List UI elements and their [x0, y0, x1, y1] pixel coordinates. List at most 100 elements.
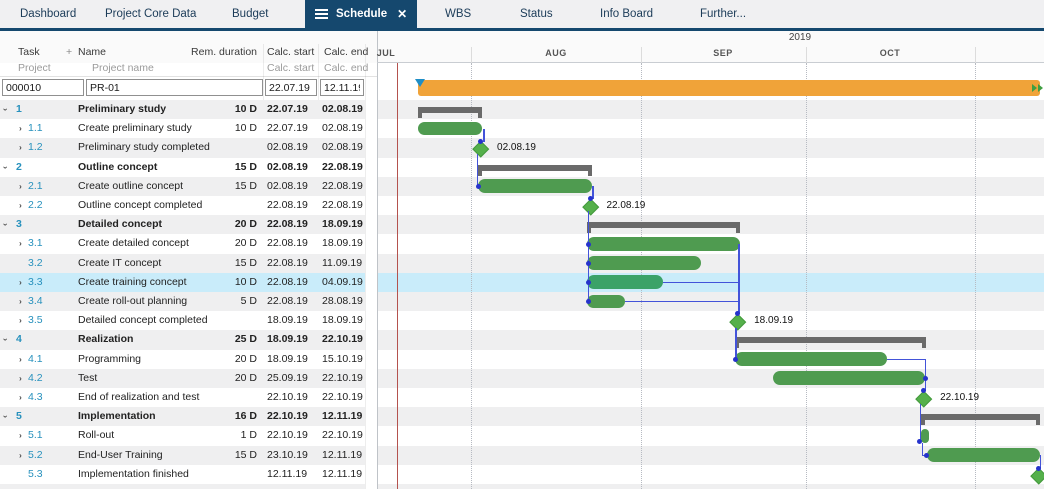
expand-collapse-chevron[interactable]: › [19, 238, 22, 249]
gantt-summary-bar[interactable] [417, 107, 483, 118]
table-row[interactable]: › 4.1 Programming 20 D 18.09.19 15.10.19 [0, 350, 377, 369]
menu-icon[interactable] [315, 7, 328, 21]
task-duration: 15 D [234, 179, 257, 192]
table-row[interactable]: › 2 Outline concept 15 D 02.08.19 22.08.19 [0, 158, 377, 177]
gantt-bar-task[interactable] [735, 352, 888, 366]
dependency-connector [919, 404, 922, 442]
table-row[interactable]: › 3.5 Detailed concept completed 18.09.19 18… [0, 311, 377, 330]
tab-dashboard[interactable]: Dashboard [20, 0, 76, 28]
tab-bar: Dashboard Project Core Data Budget Schedule… [0, 0, 1044, 28]
gantt-row-stripe [378, 330, 1044, 350]
month-gridline [806, 63, 808, 489]
tab-info-board[interactable]: Info Board [600, 0, 653, 28]
tab-wbs[interactable]: WBS [445, 0, 471, 28]
task-calc-start: 22.08.19 [267, 237, 308, 250]
table-row[interactable]: › 3.4 Create roll-out planning 5 D 22.08.19 2… [0, 292, 377, 311]
task-number: 5 [16, 410, 22, 423]
table-row[interactable]: › 3 Detailed concept 20 D 22.08.19 18.09.19 [0, 215, 377, 234]
expand-collapse-chevron[interactable]: › [19, 200, 22, 210]
gantt-bar-task[interactable] [921, 429, 930, 443]
expand-collapse-chevron[interactable]: › [19, 392, 22, 402]
gantt-bar-task[interactable] [417, 121, 483, 136]
table-row-stripe [0, 100, 365, 120]
task-number: 4.3 [28, 391, 43, 403]
expand-collapse-chevron[interactable]: › [19, 449, 22, 460]
gantt-summary-bar[interactable] [735, 337, 926, 349]
gantt-bar-task[interactable] [478, 179, 592, 193]
gantt-bar-task[interactable] [587, 237, 740, 251]
expand-collapse-chevron[interactable]: › [19, 430, 22, 441]
table-row[interactable]: › 4 Realization 25 D 18.09.19 22.10.19 [0, 330, 377, 349]
gantt-bar-task[interactable] [587, 275, 663, 289]
gantt-summary-bar[interactable] [478, 164, 592, 176]
expand-collapse-chevron[interactable]: › [1, 415, 12, 419]
gantt-row-stripe [378, 157, 1044, 177]
today-marker-line [396, 63, 398, 489]
expand-collapse-chevron[interactable]: › [19, 353, 22, 364]
project-start-input[interactable] [265, 79, 317, 96]
table-row[interactable]: › 1.2 Preliminary study completed 02.08.19 0… [0, 138, 377, 157]
expand-collapse-chevron[interactable]: › [19, 372, 22, 383]
task-name: End-User Training [78, 448, 163, 461]
panel-divider [377, 31, 378, 489]
dependency-connector [476, 153, 479, 187]
tab-budget[interactable]: Budget [232, 0, 268, 28]
tab-label: Schedule [336, 8, 388, 20]
tab-further[interactable]: Further... [700, 0, 746, 28]
table-row[interactable]: › 3.3 Create training concept 10 D 22.08.19 0… [0, 273, 377, 292]
table-row[interactable]: › 4.2 Test 20 D 25.09.19 22.10.19 [0, 369, 377, 388]
table-row[interactable]: › 4.3 End of realization and test 22.10.19 2… [0, 388, 377, 407]
add-column-icon[interactable]: + [66, 46, 73, 58]
expand-collapse-chevron[interactable]: › [1, 223, 12, 227]
expand-collapse-chevron[interactable]: › [19, 315, 22, 326]
tab-schedule[interactable]: Schedule ✕ [305, 0, 418, 28]
task-number: 5.2 [28, 448, 43, 461]
expand-collapse-chevron[interactable]: › [19, 180, 22, 191]
tab-project-core-data[interactable]: Project Core Data [105, 0, 196, 28]
task-number: 2.2 [28, 199, 43, 211]
table-row[interactable]: 3.2 Create IT concept 15 D 22.08.19 11.09.19 [0, 254, 377, 273]
expand-collapse-chevron[interactable]: › [1, 165, 12, 169]
gantt-bar-task[interactable] [926, 448, 1041, 462]
project-name-input[interactable] [86, 79, 263, 96]
table-row[interactable]: › 2.1 Create outline concept 15 D 02.08.19 22… [0, 177, 377, 196]
expand-collapse-chevron[interactable]: › [19, 142, 22, 153]
task-duration: 10 D [234, 275, 257, 288]
gantt-bar-task[interactable] [587, 294, 625, 309]
table-row[interactable]: › 3.1 Create detailed concept 20 D 22.08.19 1… [0, 234, 377, 253]
table-row[interactable]: › 1.1 Create preliminary study 10 D 22.07.19… [0, 119, 377, 138]
tab-status[interactable]: Status [520, 0, 553, 28]
task-calc-start: 22.08.19 [267, 295, 308, 307]
table-row[interactable]: › 2.2 Outline concept completed 22.08.19 22.… [0, 196, 377, 215]
table-row[interactable]: › 5 Implementation 16 D 22.10.19 12.11.19 [0, 407, 377, 426]
project-id-input[interactable] [2, 79, 84, 96]
project-end-input[interactable] [320, 79, 364, 96]
expand-collapse-chevron[interactable]: › [19, 123, 22, 134]
gantt-row-stripe [378, 445, 1044, 465]
gantt-row-stripe [378, 388, 1044, 408]
gantt-bar-task[interactable] [587, 256, 702, 270]
gantt-summary-bar[interactable] [921, 414, 1041, 426]
table-row[interactable]: › 1 Preliminary study 10 D 22.07.19 02.08.19 [0, 100, 377, 119]
tab-label: Further... [700, 8, 747, 20]
gantt-bar-task[interactable] [773, 371, 926, 385]
task-number: 3.2 [28, 256, 43, 269]
close-icon[interactable]: ✕ [397, 7, 408, 21]
month-gridline [471, 63, 473, 489]
table-row[interactable]: 5.3 Implementation finished 12.11.19 12.11.… [0, 465, 377, 484]
table-row[interactable]: › 5.2 End-User Training 15 D 23.10.19 12.11.1… [0, 446, 377, 465]
expand-collapse-chevron[interactable]: › [1, 338, 12, 342]
task-calc-end: 22.10.19 [322, 391, 363, 403]
expand-collapse-chevron[interactable]: › [19, 276, 22, 287]
table-row[interactable]: › 5.1 Roll-out 1 D 22.10.19 22.10.19 [0, 426, 377, 445]
column-header-calc-end: Calc. end [324, 46, 369, 58]
task-name: Preliminary study completed [78, 141, 210, 154]
project-gantt-bar[interactable] [417, 80, 1041, 96]
expand-collapse-chevron[interactable]: › [19, 296, 22, 306]
connector-node [923, 452, 929, 458]
gantt-summary-bar[interactable] [587, 222, 740, 234]
expand-collapse-chevron[interactable]: › [1, 108, 12, 112]
dependency-connector [735, 327, 737, 360]
task-calc-start: 02.08.19 [267, 160, 308, 173]
task-duration: 5 D [240, 295, 257, 307]
